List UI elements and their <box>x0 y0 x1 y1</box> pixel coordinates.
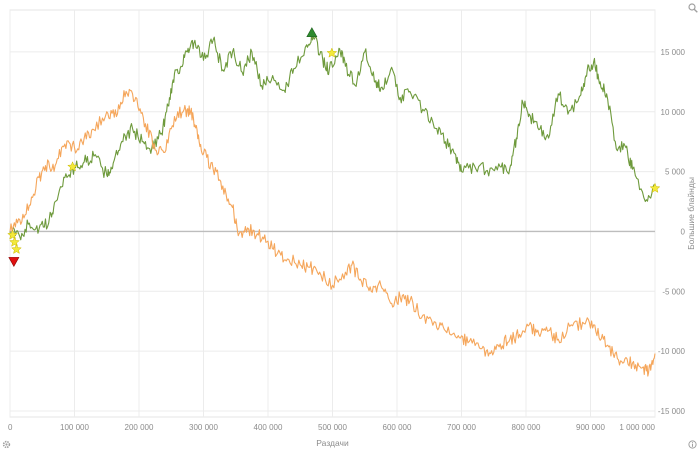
y-tick-label: -10 000 <box>658 347 686 356</box>
grid <box>9 9 656 418</box>
magnifier-icon[interactable] <box>688 3 698 16</box>
series-line-2 <box>9 88 656 377</box>
y-tick-label: 10 000 <box>661 108 686 117</box>
x-tick-label: 900 000 <box>576 423 605 432</box>
info-icon[interactable] <box>688 440 697 452</box>
x-tick-label: 0 <box>8 423 13 432</box>
y-tick-label: 15 000 <box>661 48 686 57</box>
x-tick-label: 300 000 <box>189 423 218 432</box>
y-tick-label: -5 000 <box>662 287 685 296</box>
star-marker <box>9 236 20 247</box>
x-tick-label: 1 000 000 <box>619 423 655 432</box>
x-tick-label: 500 000 <box>318 423 347 432</box>
star-marker <box>326 47 338 58</box>
x-tick-label: 400 000 <box>254 423 283 432</box>
y-tick-label: -15 000 <box>658 407 686 416</box>
y-tick-label: 0 <box>681 227 686 236</box>
x-tick-label: 600 000 <box>383 423 412 432</box>
min-marker <box>8 257 20 268</box>
x-tick-label: 700 000 <box>447 423 476 432</box>
axes: 0 100 000 200 000 300 000 400 000 500 000 600 … <box>8 48 686 432</box>
y-axis-title: Большие блайнды <box>686 177 696 250</box>
max-marker <box>306 27 318 38</box>
gear-icon[interactable] <box>2 440 11 452</box>
star-marker <box>7 229 18 240</box>
y-tick-label: 5 000 <box>665 168 686 177</box>
star-marker <box>67 161 78 172</box>
series-line-1 <box>9 31 656 241</box>
x-tick-label: 800 000 <box>512 423 541 432</box>
x-axis-title: Раздачи <box>316 438 349 448</box>
x-tick-label: 200 000 <box>125 423 154 432</box>
star-marker <box>11 243 22 255</box>
star-marker <box>649 182 661 193</box>
x-tick-label: 100 000 <box>60 423 89 432</box>
markers-layer <box>7 27 661 268</box>
series-layer <box>9 31 656 377</box>
